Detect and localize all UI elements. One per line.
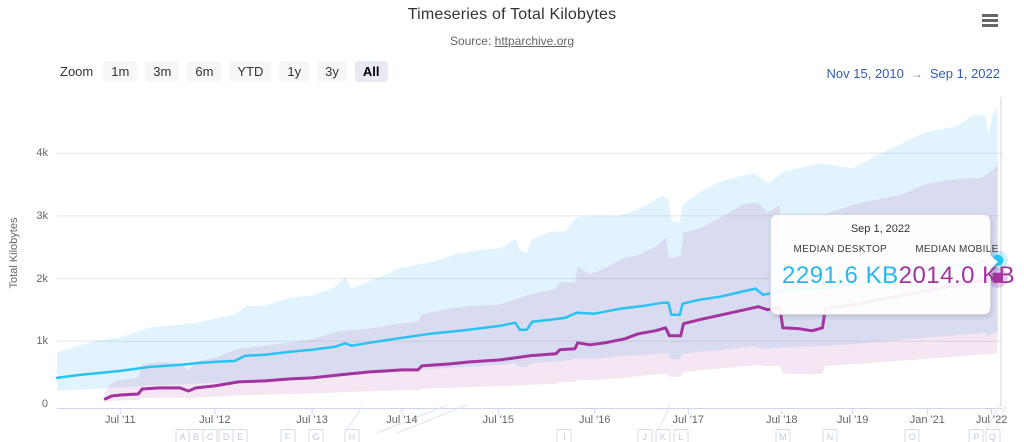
y-tick-label: 3k [36, 209, 48, 222]
flag-N[interactable]: N [822, 429, 838, 442]
zoom-button-3m[interactable]: 3m [145, 61, 180, 82]
y-tick-label: 4k [36, 147, 48, 160]
hamburger-menu-icon[interactable] [977, 10, 1003, 32]
tooltip-desktop-label: MEDIAN DESKTOP [793, 244, 888, 255]
page-title: Timeseries of Total Kilobytes [407, 6, 617, 23]
y-tick-label: 1k [36, 335, 48, 348]
flag-leader-line [344, 406, 363, 434]
range-to-input[interactable]: Sep 1, 2022 [929, 66, 1000, 81]
flag-G[interactable]: G [308, 429, 324, 442]
x-tick-label: Jul '13 [296, 414, 328, 426]
date-range: Nov 15, 2010 → Sep 1, 2022 [827, 66, 1000, 81]
flag-J[interactable]: J [637, 429, 653, 442]
flag-M[interactable]: M [775, 429, 791, 442]
x-tick-label: Jul '12 [199, 414, 231, 426]
zoom-button-6m[interactable]: 6m [187, 61, 222, 82]
zoom-button-3y[interactable]: 3y [317, 61, 347, 82]
flag-I[interactable]: I [556, 429, 572, 442]
flag-L[interactable]: L [673, 429, 689, 442]
range-arrow-icon: → [910, 66, 923, 81]
flag-P[interactable]: P [968, 429, 984, 442]
flag-H[interactable]: H [344, 429, 360, 442]
zoom-label: Zoom [60, 64, 94, 79]
range-from-input[interactable]: Nov 15, 2010 [826, 66, 904, 81]
flag-Q[interactable]: Q [985, 429, 1001, 442]
flag-D[interactable]: D [218, 429, 234, 442]
percentile-band [57, 106, 998, 391]
x-tick-label: Jul '15 [482, 414, 515, 426]
range-selector-toolbar: Zoom 1m 3m 6m YTD 1y 3y All [60, 61, 388, 82]
series-line-median-mobile[interactable] [103, 276, 1000, 401]
flag-B[interactable]: B [188, 429, 204, 442]
zoom-button-all[interactable]: All [354, 61, 388, 82]
x-tick-label: Jul '22 [975, 414, 1008, 426]
flag-C[interactable]: C [202, 429, 218, 442]
flag-leader-line [656, 404, 671, 434]
flag-E[interactable]: E [232, 429, 248, 442]
zoom-button-ytd[interactable]: YTD [229, 61, 272, 82]
flag-F[interactable]: F [280, 429, 296, 442]
flag-leader-line [984, 404, 1000, 434]
tooltip-pointer [990, 255, 998, 269]
x-tick-label: Jul '11 [104, 414, 136, 426]
x-tick-label: Jul '14 [386, 414, 418, 426]
flag-O[interactable]: O [904, 429, 920, 442]
chart-tooltip: Sep 1, 2022 MEDIAN DESKTOP 2291.6 KB MED… [770, 214, 1015, 315]
y-tick-label: 2k [36, 272, 48, 285]
y-tick-label: 0 [41, 398, 48, 410]
zoom-button-1y[interactable]: 1y [279, 61, 310, 82]
flag-K[interactable]: K [655, 429, 671, 442]
last-point-marker-square[interactable] [992, 272, 1003, 283]
x-tick-label: Jan '21 [909, 414, 945, 426]
flag-leader-line [396, 404, 468, 434]
flag-leader-line [376, 404, 448, 434]
x-tick-label: Jul '17 [672, 414, 704, 426]
tooltip-mobile-label: MEDIAN MOBILE [915, 244, 999, 255]
tooltip-date: Sep 1, 2022 [850, 223, 911, 235]
zoom-button-1m[interactable]: 1m [103, 61, 138, 82]
x-tick-label: Jul '18 [766, 414, 798, 426]
tooltip-desktop-value: 2291.6 KB [782, 262, 899, 289]
x-tick-label: Jul '19 [836, 414, 869, 426]
chart-subtitle: Source: httparchive.org [0, 34, 1024, 48]
source-prefix: Source: [449, 34, 492, 48]
source-link[interactable]: httparchive.org [494, 34, 575, 48]
x-tick-label: Jul '16 [578, 414, 611, 426]
flag-leader-line [994, 404, 1007, 434]
